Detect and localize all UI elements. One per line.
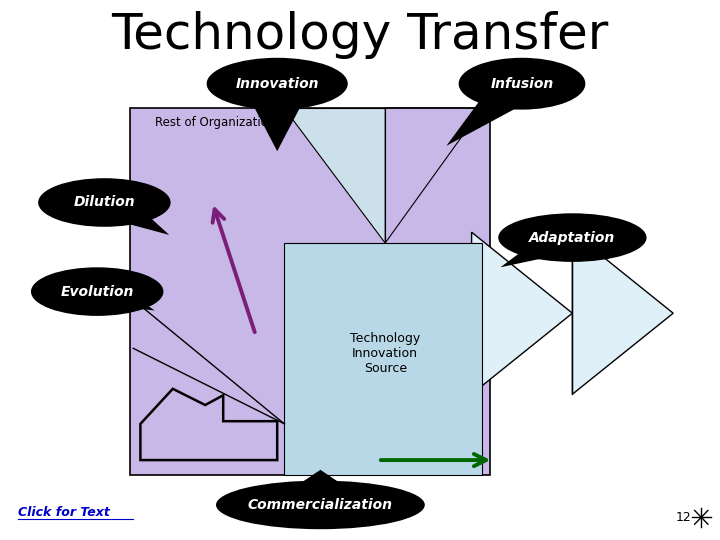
Polygon shape (284, 108, 385, 243)
Ellipse shape (31, 267, 163, 316)
Polygon shape (269, 470, 372, 505)
Ellipse shape (207, 58, 348, 110)
Text: Technology Transfer: Technology Transfer (112, 11, 608, 59)
Text: Click for Text: Click for Text (18, 507, 110, 519)
Ellipse shape (216, 481, 425, 529)
Ellipse shape (38, 178, 171, 227)
Text: Innovation: Innovation (235, 77, 319, 91)
Text: Infusion: Infusion (490, 77, 554, 91)
Polygon shape (572, 232, 673, 394)
Bar (130, 108, 490, 475)
Polygon shape (84, 280, 155, 310)
Text: Dilution: Dilution (73, 195, 135, 210)
Ellipse shape (459, 58, 585, 110)
Text: Evolution: Evolution (60, 285, 134, 299)
Text: Commercialization: Commercialization (248, 498, 393, 512)
Text: Adaptation: Adaptation (529, 231, 616, 245)
Polygon shape (446, 75, 545, 146)
Bar (284, 243, 482, 475)
Polygon shape (86, 192, 169, 235)
Polygon shape (242, 84, 312, 151)
Text: 12: 12 (676, 511, 692, 524)
Polygon shape (500, 227, 590, 267)
Text: Technology
Innovation
Source: Technology Innovation Source (350, 332, 420, 375)
Polygon shape (472, 232, 572, 394)
Ellipse shape (498, 213, 647, 262)
Text: Rest of Organization: Rest of Organization (155, 116, 275, 129)
